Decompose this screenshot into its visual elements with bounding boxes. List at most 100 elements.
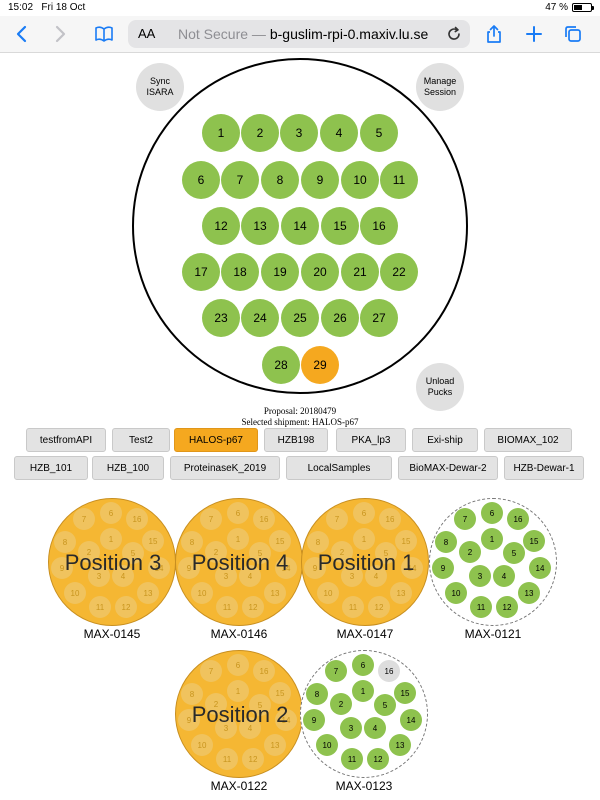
tabs-icon[interactable]: [561, 22, 585, 46]
puck-sample-slot[interactable]: 16: [378, 660, 400, 682]
dewar-slot-17[interactable]: 17: [182, 253, 220, 291]
dewar-slot-28[interactable]: 28: [262, 346, 300, 384]
share-icon[interactable]: [482, 22, 506, 46]
shipment-button[interactable]: LocalSamples: [286, 456, 392, 480]
puck-sample-slot[interactable]: 6: [481, 502, 503, 524]
dewar-slot-14[interactable]: 14: [281, 207, 319, 245]
puck-sample-slot[interactable]: 13: [389, 734, 411, 756]
puck-max-0123[interactable]: 1 2 3 4 5 6 7 8 9 10 11 12 13 14 15 16: [300, 650, 428, 778]
puck-sample-slot[interactable]: 1: [481, 528, 503, 550]
puck-sample-slot[interactable]: 3: [469, 565, 491, 587]
puck-max-0121[interactable]: 1 2 3 4 5 6 7 8 9 10 11 12 13 14 15 16: [429, 498, 557, 626]
puck-sample-slot[interactable]: 2: [459, 541, 481, 563]
puck-sample-slot[interactable]: 10: [316, 734, 338, 756]
dewar-slot-25[interactable]: 25: [281, 299, 319, 337]
puck-sample-slot[interactable]: 9: [432, 557, 454, 579]
shipment-button[interactable]: HZB198: [264, 428, 328, 452]
puck-sample-slot: 5: [249, 694, 271, 716]
puck-sample-slot[interactable]: 4: [493, 565, 515, 587]
puck-sample-slot[interactable]: 4: [364, 717, 386, 739]
puck-sample-slot[interactable]: 14: [400, 709, 422, 731]
puck-sample-slot[interactable]: 16: [507, 508, 529, 530]
dewar-slot-22[interactable]: 22: [380, 253, 418, 291]
puck-sample-slot: 9: [51, 557, 73, 579]
dewar-slot-8[interactable]: 8: [261, 161, 299, 199]
puck-sample-slot[interactable]: 3: [340, 717, 362, 739]
unload-pucks-button[interactable]: Unload Pucks: [416, 363, 464, 411]
shipment-button[interactable]: ProteinaseK_2019: [170, 456, 280, 480]
puck-sample-slot[interactable]: 12: [496, 596, 518, 618]
puck-sample-slot: 10: [191, 734, 213, 756]
address-bar[interactable]: AA Not Secure — b-guslim-rpi-0.maxiv.lu.…: [128, 20, 470, 48]
dewar-slot-7[interactable]: 7: [221, 161, 259, 199]
dewar-slot-18[interactable]: 18: [221, 253, 259, 291]
shipment-button[interactable]: HZB-Dewar-1: [504, 456, 584, 480]
forward-icon[interactable]: [48, 22, 72, 46]
puck-sample-slot[interactable]: 7: [325, 660, 347, 682]
dewar-slot-16[interactable]: 16: [360, 207, 398, 245]
dewar-slot-5[interactable]: 5: [360, 114, 398, 152]
puck-sample-slot[interactable]: 5: [503, 542, 525, 564]
dewar-slot-21[interactable]: 21: [341, 253, 379, 291]
puck-sample-slot[interactable]: 8: [435, 531, 457, 553]
shipment-button[interactable]: HZB_101: [14, 456, 88, 480]
dewar-slot-1[interactable]: 1: [202, 114, 240, 152]
puck-sample-slot: 8: [54, 531, 76, 553]
bookmarks-icon[interactable]: [92, 22, 116, 46]
dewar-slot-15[interactable]: 15: [321, 207, 359, 245]
new-tab-icon[interactable]: [522, 22, 546, 46]
puck-max-0145[interactable]: 1 2 3 4 5 6 7 8 9 10 11 12 13 14 15 16 Position 3: [48, 498, 176, 626]
shipment-button[interactable]: Exi-ship: [412, 428, 478, 452]
text-size-button[interactable]: AA: [138, 26, 156, 41]
dewar-slot-20[interactable]: 20: [301, 253, 339, 291]
puck-sample-slot[interactable]: 15: [523, 530, 545, 552]
shipment-button[interactable]: Test2: [112, 428, 170, 452]
puck-sample-slot[interactable]: 12: [367, 748, 389, 770]
shipment-button[interactable]: HALOS-p67: [174, 428, 258, 452]
dewar-slot-26[interactable]: 26: [321, 299, 359, 337]
dewar-slot-23[interactable]: 23: [202, 299, 240, 337]
puck-max-0122[interactable]: 1 2 3 4 5 6 7 8 9 10 11 12 13 14 15 16 Position 2: [175, 650, 303, 778]
reload-icon[interactable]: [446, 26, 462, 42]
puck-sample-slot[interactable]: 10: [445, 582, 467, 604]
url-text[interactable]: Not Secure — b-guslim-rpi-0.maxiv.lu.se: [178, 26, 428, 42]
puck-sample-slot[interactable]: 6: [352, 654, 374, 676]
dewar-slot-10[interactable]: 10: [341, 161, 379, 199]
puck-sample-slot[interactable]: 7: [454, 508, 476, 530]
manage-session-button[interactable]: Manage Session: [416, 63, 464, 111]
sync-isara-button[interactable]: Sync ISARA: [136, 63, 184, 111]
puck-sample-slot[interactable]: 14: [529, 557, 551, 579]
puck-sample-slot[interactable]: 15: [394, 682, 416, 704]
dewar-slot-9[interactable]: 9: [301, 161, 339, 199]
puck-sample-slot[interactable]: 5: [374, 694, 396, 716]
dewar-slot-6[interactable]: 6: [182, 161, 220, 199]
shipment-button[interactable]: testfromAPI: [26, 428, 106, 452]
puck-sample-slot[interactable]: 8: [306, 683, 328, 705]
url-host: b-guslim-rpi-0.maxiv.lu.se: [269, 26, 429, 42]
back-icon[interactable]: [10, 22, 34, 46]
puck-sample-slot[interactable]: 2: [330, 693, 352, 715]
dewar-slot-27[interactable]: 27: [360, 299, 398, 337]
dewar-slot-3[interactable]: 3: [280, 114, 318, 152]
dewar-slot-29[interactable]: 29: [301, 346, 339, 384]
puck-sample-slot[interactable]: 11: [470, 596, 492, 618]
shipment-button[interactable]: PKA_lp3: [336, 428, 406, 452]
puck-max-0147[interactable]: 1 2 3 4 5 6 7 8 9 10 11 12 13 14 15 16 Position 1: [301, 498, 429, 626]
puck-sample-slot[interactable]: 11: [341, 748, 363, 770]
dewar-slot-12[interactable]: 12: [202, 207, 240, 245]
puck-sample-slot: 7: [326, 508, 348, 530]
puck-sample-slot[interactable]: 9: [303, 709, 325, 731]
dewar-slot-24[interactable]: 24: [241, 299, 279, 337]
dewar-slot-2[interactable]: 2: [241, 114, 279, 152]
shipment-button[interactable]: BIOMAX_102: [484, 428, 572, 452]
shipment-button[interactable]: HZB_100: [92, 456, 164, 480]
dewar-slot-19[interactable]: 19: [261, 253, 299, 291]
dewar-slot-13[interactable]: 13: [241, 207, 279, 245]
puck-sample-slot[interactable]: 1: [352, 680, 374, 702]
shipment-button[interactable]: BioMAX-Dewar-2: [398, 456, 498, 480]
dewar-slot-11[interactable]: 11: [380, 161, 418, 199]
dewar-view: [132, 58, 468, 394]
puck-sample-slot[interactable]: 13: [518, 582, 540, 604]
puck-max-0146[interactable]: 1 2 3 4 5 6 7 8 9 10 11 12 13 14 15 16 Position 4: [175, 498, 303, 626]
dewar-slot-4[interactable]: 4: [320, 114, 358, 152]
